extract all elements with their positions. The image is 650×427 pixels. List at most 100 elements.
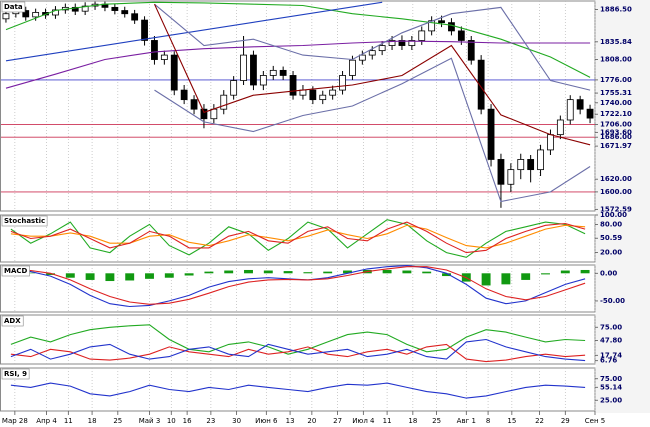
- x-tick-label: Июл 4: [352, 417, 375, 425]
- y-tick-label: -50.00: [600, 297, 625, 305]
- x-tick-label: Апр 4: [36, 417, 57, 425]
- candle-body: [141, 19, 148, 41]
- candle-body: [368, 50, 376, 56]
- histogram-bar: [204, 271, 214, 274]
- histogram-bar: [303, 272, 313, 274]
- overlay-line: [5, 1, 383, 62]
- candle-body: [309, 89, 317, 101]
- candle-body: [388, 40, 396, 46]
- y-tick-label: 25.00: [600, 396, 622, 404]
- indicator-line: [10, 338, 586, 362]
- candle-body: [71, 6, 79, 12]
- candle-body: [507, 169, 515, 185]
- candle-body: [32, 12, 40, 18]
- y-tick-label: 1693.60: [600, 128, 632, 136]
- histogram-bar: [263, 270, 273, 274]
- y-tick-label: 17.74: [600, 351, 622, 359]
- y-tick-label: 75.00: [600, 375, 622, 383]
- panel-frame: [0, 0, 596, 212]
- candle-body: [398, 40, 406, 46]
- histogram-bar: [125, 273, 135, 281]
- histogram-bar: [442, 273, 451, 277]
- histogram-bar: [26, 272, 36, 274]
- x-tick-label: 15: [507, 417, 516, 425]
- candle-body: [477, 59, 485, 110]
- histogram-bar: [481, 273, 491, 286]
- y-tick-label: 75.00: [600, 323, 622, 331]
- histogram-bar: [283, 271, 293, 274]
- y-tick-label: 47.80: [600, 337, 622, 345]
- x-tick-label: 29: [561, 417, 570, 425]
- panel-title: Data: [4, 3, 23, 11]
- candle-body: [448, 22, 455, 32]
- y-tick-label: 1755.31: [600, 89, 632, 97]
- y-tick-label: 0.00: [600, 269, 617, 277]
- x-tick-label: 18: [88, 417, 97, 425]
- x-tick-label: Мар 28: [2, 417, 28, 425]
- candle-body: [349, 59, 356, 76]
- y-tick-label: 50.59: [600, 234, 622, 242]
- candle-body: [250, 54, 257, 86]
- x-tick-label: 27: [333, 417, 342, 425]
- candle-body: [358, 54, 366, 61]
- candle-body: [408, 40, 416, 46]
- y-tick-label: 1620.00: [600, 175, 632, 183]
- candle-body: [527, 159, 535, 171]
- candle-body: [259, 75, 267, 86]
- x-tick-label: 20: [307, 417, 316, 425]
- candle-body: [378, 45, 386, 52]
- x-tick-label: 10: [167, 417, 176, 425]
- y-tick-label: 1686.00: [600, 133, 632, 141]
- x-tick-label: 22: [535, 417, 544, 425]
- y-tick-label: 1600.00: [600, 188, 632, 196]
- histogram-bar: [343, 270, 352, 274]
- indicator-line: [10, 266, 586, 305]
- candle-body: [121, 10, 129, 15]
- y-tick-label: 100.00: [600, 211, 627, 219]
- candle-body: [180, 89, 188, 101]
- candle-body: [240, 54, 247, 81]
- candle-body: [230, 80, 238, 96]
- panel-frame: [0, 264, 596, 313]
- candle-body: [200, 108, 208, 120]
- candle-body: [329, 89, 337, 96]
- histogram-bar: [541, 273, 550, 275]
- x-tick-label: 25: [113, 417, 122, 425]
- panel-title: Stochastic: [4, 217, 45, 225]
- y-tick-label: 1776.00: [600, 76, 632, 84]
- x-tick-label: Июн 6: [255, 417, 278, 425]
- x-tick-label: 30: [232, 417, 241, 425]
- panel-title-box: [1, 315, 24, 327]
- candle-body: [467, 40, 475, 61]
- x-tick-label: 18: [408, 417, 417, 425]
- candle-body: [428, 20, 436, 32]
- candle-body: [2, 13, 10, 20]
- panel-title: MACD: [4, 267, 28, 275]
- x-tick-label: Май 3: [139, 417, 161, 425]
- indicator-line: [10, 219, 586, 258]
- candle-body: [170, 54, 178, 91]
- x-tick-label: 11: [64, 417, 73, 425]
- candle-body: [151, 40, 158, 60]
- histogram-bar: [145, 273, 154, 279]
- overlay-line: [153, 3, 591, 146]
- histogram-bar: [65, 273, 75, 278]
- histogram-bar: [422, 271, 432, 274]
- overlay-line: [154, 3, 591, 91]
- panel-title-box: [1, 368, 30, 380]
- panel-title-box: [1, 215, 48, 227]
- histogram-bar: [521, 273, 531, 280]
- candle-body: [339, 75, 346, 91]
- panel-title: RSI, 9: [4, 370, 27, 378]
- candle-body: [111, 6, 119, 11]
- candle-body: [289, 75, 297, 96]
- histogram-bar: [46, 273, 55, 275]
- x-tick-label: Сен 5: [585, 417, 605, 425]
- y-tick-label: 1671.97: [600, 142, 632, 150]
- x-tick-label: 25: [432, 417, 441, 425]
- indicator-line: [10, 224, 586, 249]
- histogram-bar: [560, 270, 570, 274]
- histogram-bar: [224, 270, 234, 274]
- candle-body: [537, 149, 544, 171]
